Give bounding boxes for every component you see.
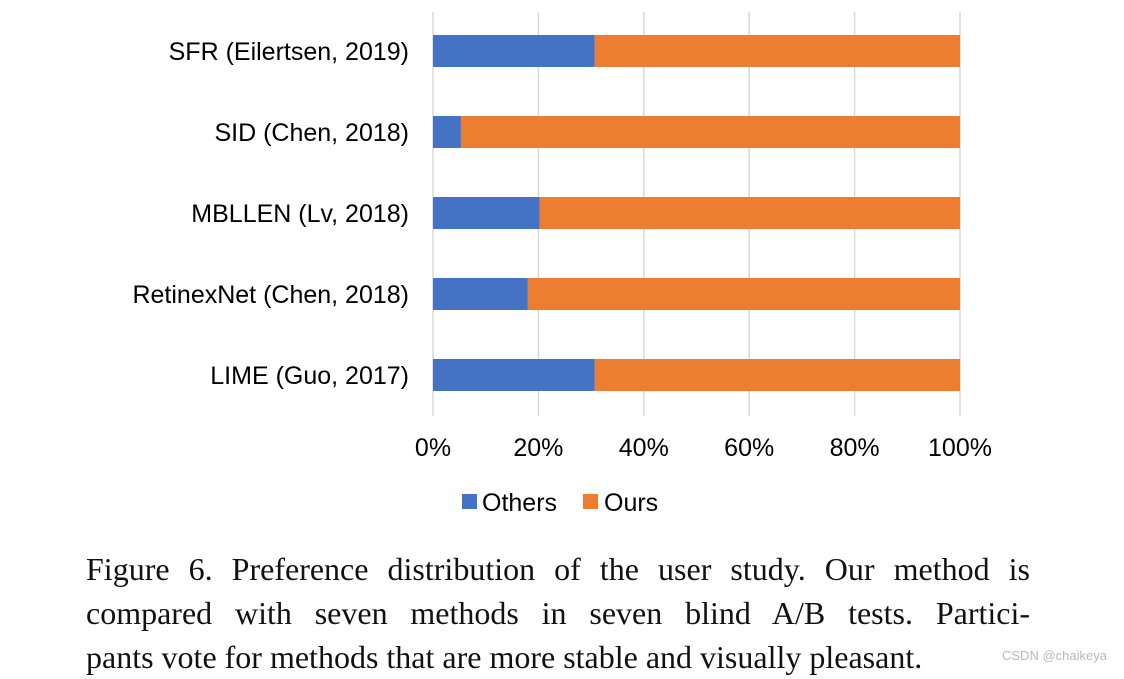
legend: Others Ours bbox=[462, 489, 658, 517]
x-tick-label: 20% bbox=[513, 434, 563, 462]
x-tick-labels: 0% 20% 40% 60% 80% 100% bbox=[415, 434, 992, 462]
x-tick-label: 80% bbox=[830, 434, 880, 462]
x-tick-label: 100% bbox=[928, 434, 992, 462]
bar-ours-2 bbox=[539, 197, 960, 229]
legend-label-ours: Ours bbox=[604, 489, 658, 517]
watermark: CSDN @chaikeya bbox=[1002, 648, 1107, 663]
bar-ours-3 bbox=[527, 278, 960, 310]
category-labels: SFR (Eilertsen, 2019) SID (Chen, 2018) MBL… bbox=[132, 38, 409, 390]
category-label: MBLLEN (Lv, 2018) bbox=[191, 200, 409, 228]
legend-swatch-others bbox=[462, 494, 477, 509]
caption-line: Figure 6. Preference distribution of the… bbox=[86, 551, 1030, 587]
bar-others-4 bbox=[433, 359, 595, 391]
category-label: RetinexNet (Chen, 2018) bbox=[132, 281, 409, 309]
category-label: SID (Chen, 2018) bbox=[214, 119, 409, 147]
x-tick-label: 40% bbox=[619, 434, 669, 462]
bar-others-2 bbox=[433, 197, 540, 229]
bar-others-1 bbox=[433, 116, 461, 148]
bar-others-0 bbox=[433, 35, 595, 67]
caption-line: pants vote for methods that are more sta… bbox=[86, 639, 923, 675]
stacked-bar-chart: SFR (Eilertsen, 2019) SID (Chen, 2018) MBL… bbox=[132, 12, 992, 517]
bar-ours-4 bbox=[594, 359, 960, 391]
bar-others-3 bbox=[433, 278, 528, 310]
category-label: LIME (Guo, 2017) bbox=[210, 362, 409, 390]
bar-ours-1 bbox=[460, 116, 960, 148]
category-label: SFR (Eilertsen, 2019) bbox=[169, 38, 409, 66]
figure-caption: Figure 6. Preference distribution of the… bbox=[86, 547, 1030, 679]
x-tick-label: 60% bbox=[724, 434, 774, 462]
caption-line: compared with seven methods in seven bli… bbox=[86, 595, 1030, 631]
bar-ours-0 bbox=[594, 35, 960, 67]
legend-swatch-ours bbox=[583, 494, 598, 509]
bars bbox=[433, 35, 960, 391]
x-tick-label: 0% bbox=[415, 434, 451, 462]
legend-label-others: Others bbox=[482, 489, 557, 517]
